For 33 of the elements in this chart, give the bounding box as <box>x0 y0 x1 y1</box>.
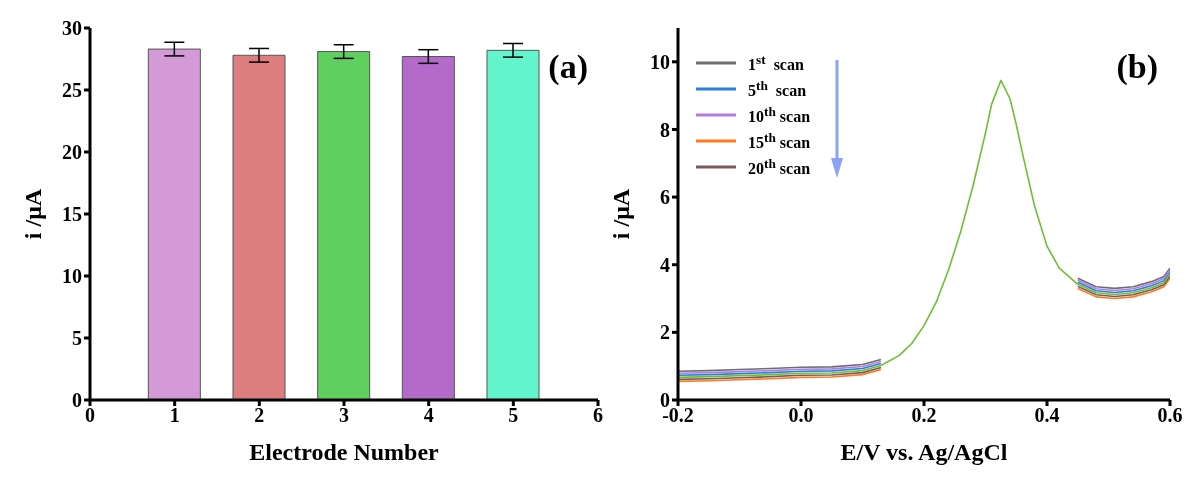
x-tick-label: 0.6 <box>1157 404 1183 427</box>
x-tick-label: 0.2 <box>911 404 937 427</box>
x-axis-title: Electrode Number <box>249 439 440 465</box>
y-tick-label: 10 <box>650 50 670 73</box>
legend-label: 10$^{th}$ scan <box>748 103 811 127</box>
y-tick-label: 5 <box>72 327 82 350</box>
x-tick-label: 0.4 <box>1034 404 1060 427</box>
legend-label: 1$^{st}$ scan <box>748 51 804 75</box>
y-tick-label: 10 <box>62 265 82 288</box>
y-tick-label: 2 <box>660 321 670 344</box>
y-tick-label: 4 <box>660 253 670 276</box>
y-tick-label: 30 <box>62 17 82 40</box>
y-tick-label: 6 <box>660 186 670 209</box>
y-axis-title: i /μA <box>19 188 46 240</box>
x-tick-label: 5 <box>508 404 519 427</box>
x-tick-label: 1 <box>169 404 180 427</box>
legend-label: 15$^{th}$ scan <box>748 129 811 153</box>
annotation: (a) <box>548 48 588 86</box>
y-tick-label: 20 <box>62 141 82 164</box>
x-tick-label: 6 <box>593 404 603 427</box>
x-axis-title: E/V vs. Ag/AgCl <box>840 439 1008 465</box>
y-tick-label: 15 <box>62 203 82 226</box>
x-tick-label: 4 <box>423 404 434 427</box>
y-tick-label: 8 <box>660 118 670 141</box>
y-tick-label: 0 <box>72 389 82 412</box>
legend-label: 20$^{th}$ scan <box>748 155 811 179</box>
annotation: (b) <box>1116 48 1158 86</box>
legend-label: 5$^{th}$ scan <box>748 77 807 101</box>
x-tick-label: 3 <box>339 404 349 427</box>
x-tick-label: 0.0 <box>788 404 814 427</box>
y-axis-title: i /μA <box>607 188 634 240</box>
x-tick-label: 2 <box>254 404 265 427</box>
y-tick-label: 25 <box>62 79 82 102</box>
